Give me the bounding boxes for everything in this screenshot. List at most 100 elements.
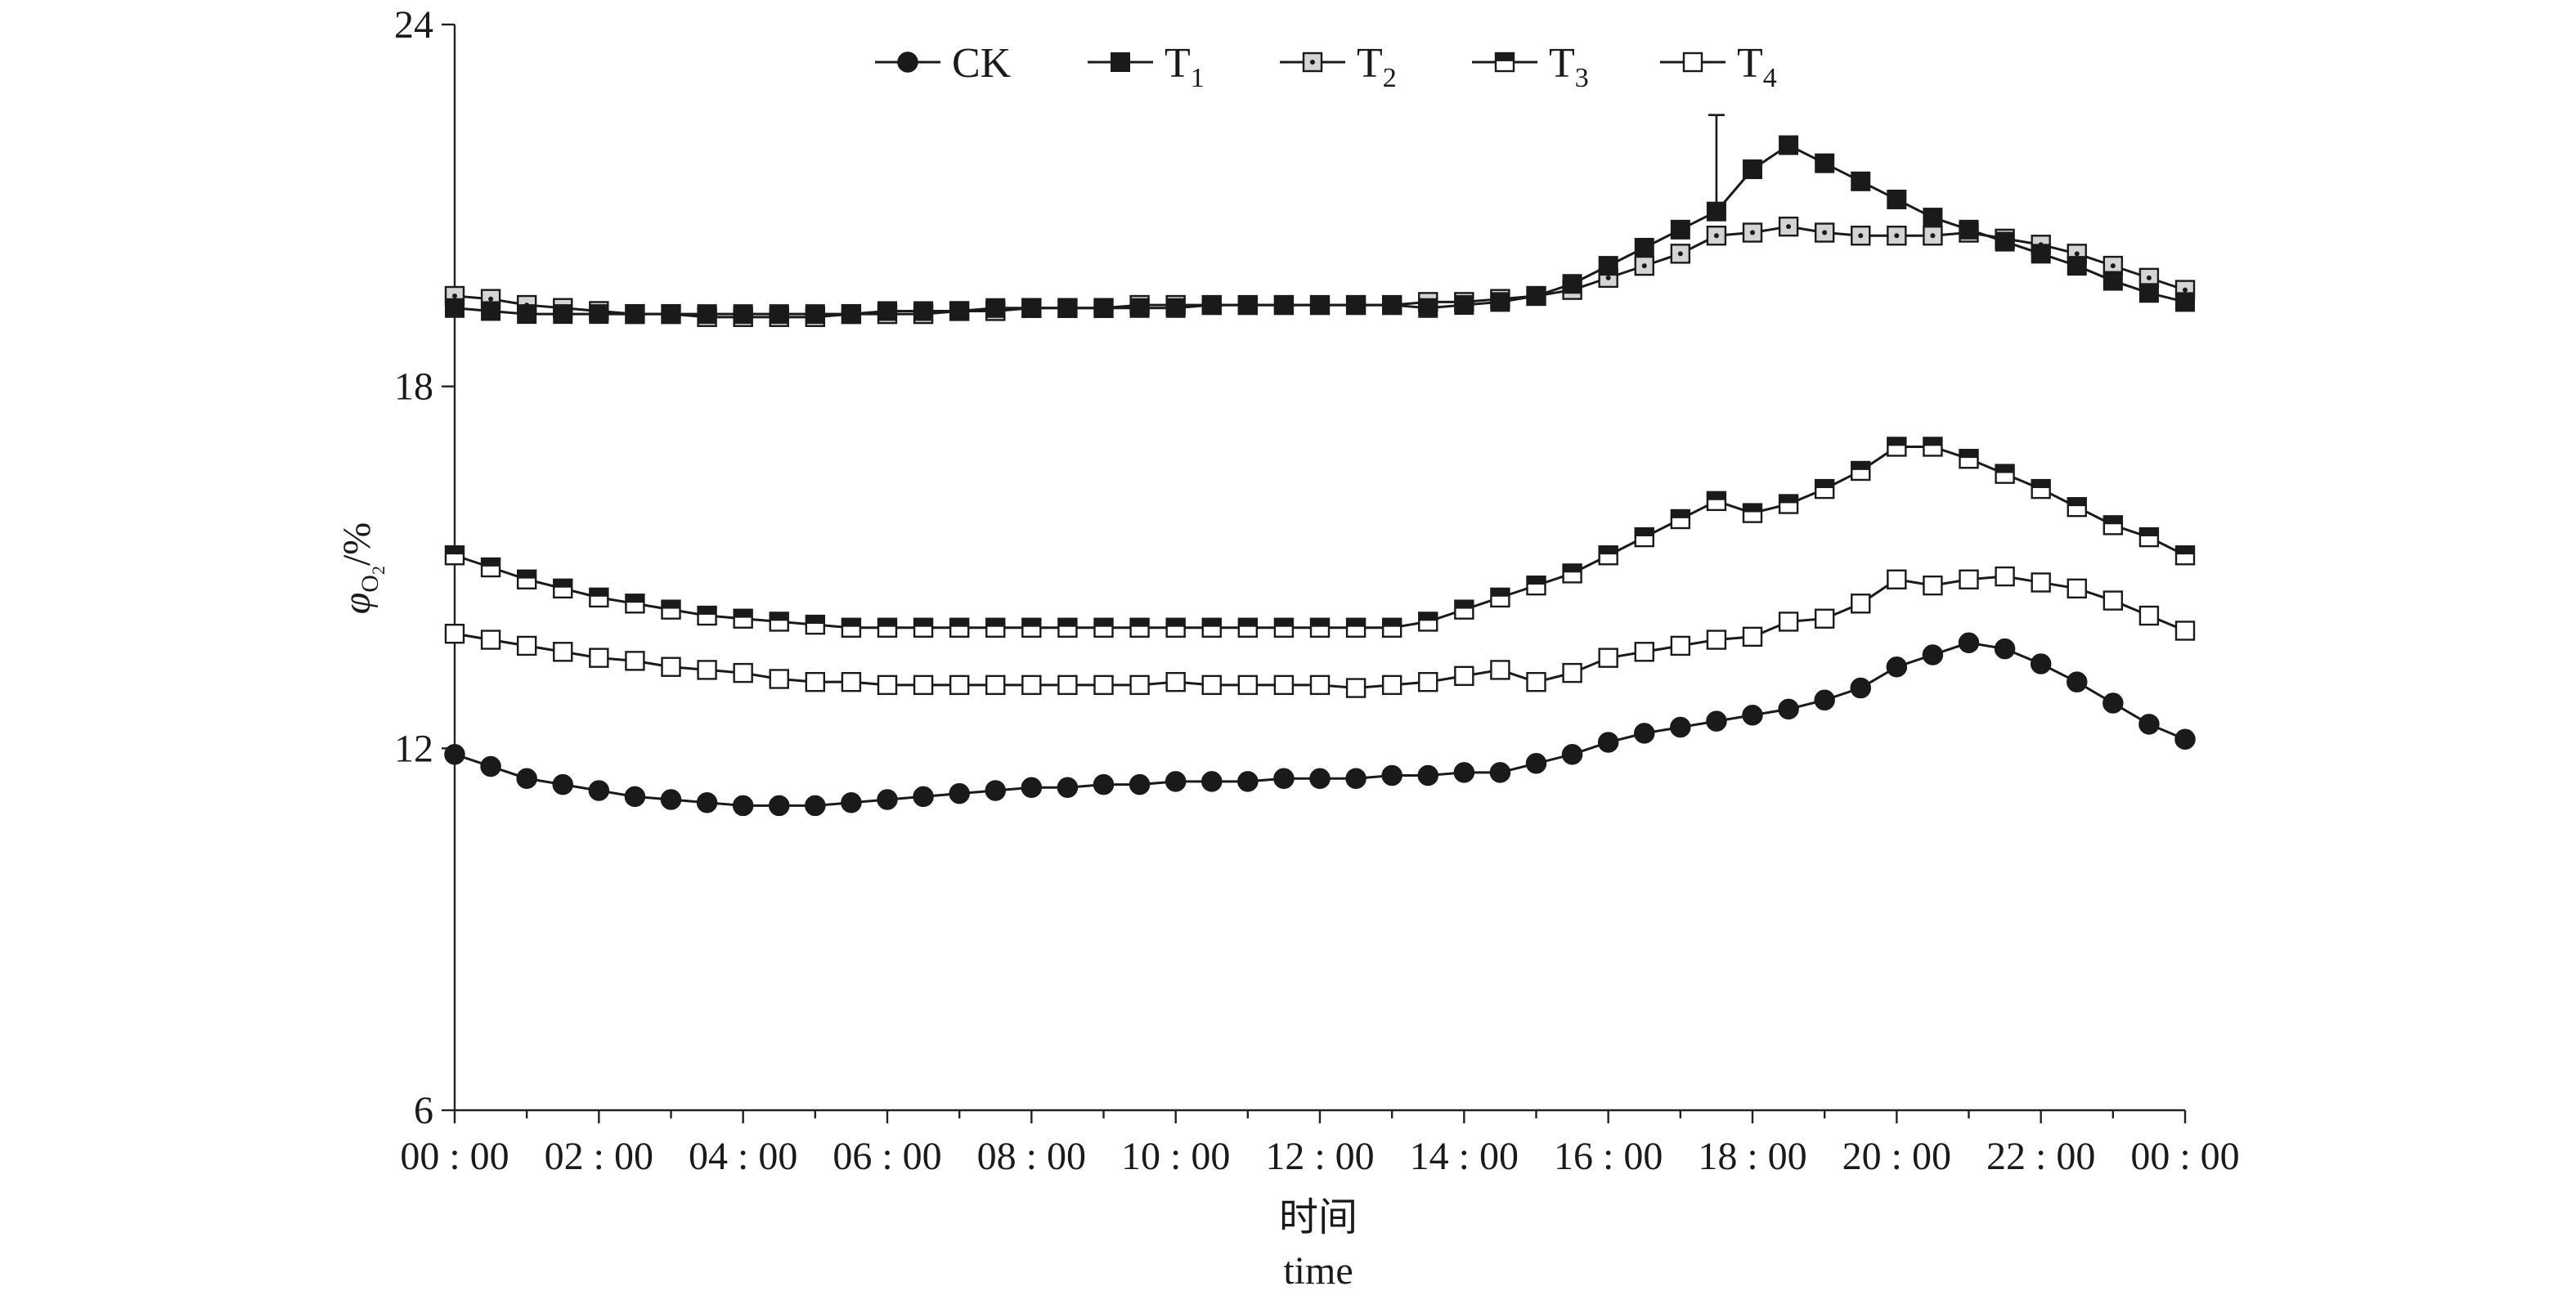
data-point-t3: [661, 599, 681, 620]
y-tick-label: 18: [394, 365, 433, 409]
data-point-t3: [1742, 503, 1763, 523]
data-point-t3: [1959, 449, 1979, 469]
data-point-t4: [985, 674, 1006, 696]
data-point-t3: [589, 587, 609, 608]
legend-item-t2: T2: [1280, 40, 1397, 93]
data-point-ck: [1057, 777, 1079, 799]
data-point-ck: [1850, 677, 1871, 699]
data-point-t4: [949, 674, 970, 696]
data-point-t3: [2067, 497, 2087, 518]
data-point-ck: [1958, 632, 1980, 653]
data-point-t2: [1923, 226, 1943, 246]
series-t4: [444, 566, 2196, 698]
data-point-t4: [2067, 578, 2087, 599]
data-point-ck: [1525, 753, 1547, 774]
x-tick-label: 06 : 00: [832, 1135, 941, 1178]
data-point-t4: [1959, 569, 1979, 589]
legend-marker-t4: [1682, 52, 1703, 73]
data-point-t2: [1814, 222, 1835, 243]
data-point-t4: [625, 651, 645, 671]
data-point-t3: [1778, 494, 1799, 514]
data-point-ck: [696, 791, 718, 813]
legend-label: CK: [952, 40, 1012, 87]
data-point-t1: [589, 304, 609, 325]
data-point-t4: [444, 623, 465, 644]
series-ck: [444, 632, 2196, 817]
data-point-t4: [2103, 590, 2124, 611]
data-point-t3: [1309, 617, 1331, 638]
x-tick-label: 16 : 00: [1554, 1135, 1663, 1178]
data-point-t1: [1995, 231, 2015, 252]
data-point-ck: [1021, 777, 1043, 799]
data-point-t1: [2103, 271, 2123, 291]
x-tick-label: 00 : 00: [2130, 1135, 2239, 1178]
data-point-t3: [444, 545, 465, 566]
data-point-t1: [1201, 295, 1222, 316]
data-point-t3: [1923, 437, 1943, 457]
data-point-t1: [661, 304, 681, 325]
data-point-ck: [2030, 653, 2052, 674]
legend-marker-ck: [897, 52, 918, 73]
data-point-t4: [1526, 671, 1546, 692]
data-point-t4: [1057, 674, 1078, 696]
data-point-ck: [444, 743, 465, 765]
data-point-t1: [697, 304, 717, 325]
data-point-ck: [1129, 773, 1151, 795]
legend-item-ck: CK: [875, 40, 1012, 87]
data-point-t4: [1706, 630, 1727, 650]
data-point-t3: [1273, 617, 1295, 638]
data-point-t3: [1814, 478, 1835, 500]
data-point-ck: [1093, 773, 1115, 795]
data-point-ck: [1561, 743, 1583, 765]
data-point-t4: [1887, 569, 1907, 589]
data-point-ck: [1994, 638, 2016, 660]
data-point-ck: [480, 755, 501, 777]
data-point-t3: [949, 617, 970, 638]
series-group: [444, 114, 2196, 817]
data-point-t3: [841, 617, 862, 638]
data-point-ck: [2067, 671, 2088, 692]
data-point-t4: [1345, 678, 1367, 698]
data-point-t1: [1273, 295, 1294, 316]
data-point-t3: [1670, 509, 1691, 530]
data-point-t1: [949, 301, 970, 321]
data-point-t3: [1057, 617, 1078, 638]
data-point-t1: [481, 301, 501, 321]
data-point-ck: [805, 795, 826, 817]
data-point-t4: [1923, 575, 1943, 596]
data-point-ck: [1381, 764, 1402, 786]
data-point-t4: [877, 674, 898, 696]
data-point-t1: [1093, 298, 1114, 318]
data-point-ck: [1922, 644, 1944, 665]
data-point-t4: [841, 671, 862, 692]
data-point-t1: [769, 304, 789, 325]
data-point-ck: [1886, 656, 1908, 678]
data-point-ck: [949, 782, 970, 804]
x-tick-label: 08 : 00: [977, 1135, 1086, 1178]
data-point-t3: [805, 614, 826, 635]
series-line-t3: [454, 445, 2186, 630]
data-point-t3: [1093, 617, 1114, 638]
data-point-ck: [660, 789, 682, 810]
data-point-t3: [1201, 617, 1222, 638]
data-point-ck: [913, 786, 934, 808]
data-point-ck: [1706, 710, 1727, 732]
y-axis-title-suffix: /%: [335, 522, 379, 566]
data-point-t1: [1382, 295, 1402, 316]
data-point-ck: [1345, 768, 1367, 789]
data-point-t4: [1237, 674, 1259, 696]
data-point-t3: [1381, 617, 1402, 638]
data-point-t4: [2031, 572, 2051, 593]
data-point-t1: [1021, 298, 1042, 318]
data-point-t3: [769, 612, 789, 632]
data-point-t3: [625, 594, 645, 614]
data-point-t2: [1706, 226, 1727, 246]
data-point-ck: [1489, 762, 1511, 783]
data-point-t1: [1851, 171, 1871, 191]
x-tick-label: 10 : 00: [1121, 1135, 1230, 1178]
data-point-t4: [697, 660, 717, 680]
data-point-t4: [1598, 648, 1618, 668]
legend: CK T1 T2 T3 T4: [875, 40, 1777, 93]
x-tick-label: 20 : 00: [1842, 1135, 1951, 1178]
